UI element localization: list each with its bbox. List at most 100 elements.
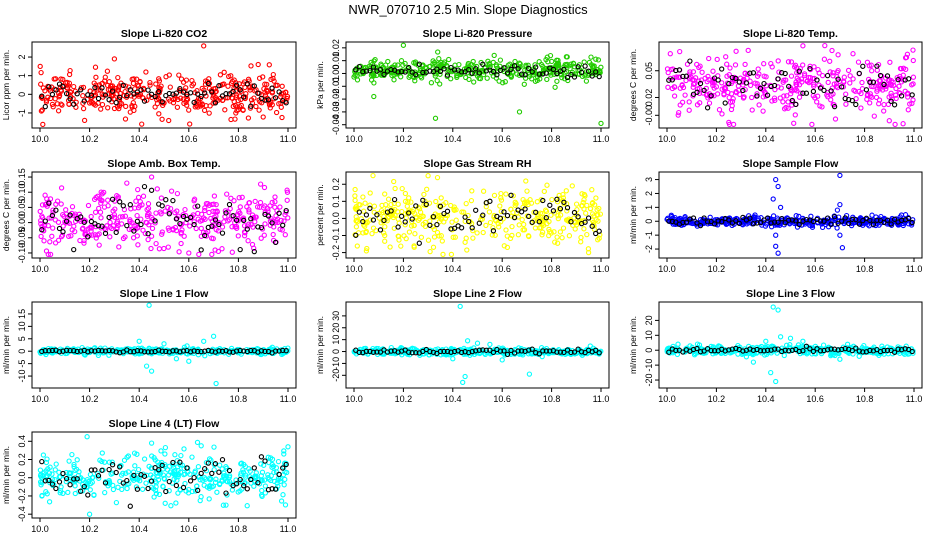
reference-point (568, 71, 574, 78)
data-point (716, 343, 722, 349)
data-point (816, 70, 822, 76)
data-point (368, 72, 375, 79)
data-point (170, 96, 177, 103)
data-point (233, 110, 239, 116)
data-point (500, 80, 506, 86)
reference-point (85, 492, 91, 498)
data-point (226, 479, 233, 485)
reference-point (669, 77, 675, 83)
data-point (696, 64, 702, 71)
reference-point (237, 476, 243, 483)
data-point (39, 213, 45, 219)
reference-point (388, 66, 394, 73)
data-point (248, 63, 254, 69)
data-point (214, 489, 220, 495)
data-point (278, 94, 284, 100)
data-point (664, 66, 671, 72)
reference-point (540, 197, 546, 204)
data-point (224, 191, 230, 197)
reference-point (891, 349, 898, 355)
data-point (180, 96, 187, 102)
data-point (800, 62, 806, 68)
data-point (905, 90, 911, 96)
reference-point (427, 68, 433, 74)
data-point (567, 65, 573, 72)
reference-point (78, 488, 84, 494)
data-point (541, 188, 547, 195)
data-point (52, 476, 58, 483)
data-point (463, 235, 469, 241)
data-point (866, 63, 872, 69)
data-point (285, 215, 291, 221)
reference-point (233, 217, 240, 223)
data-point (275, 458, 282, 465)
series-points (664, 42, 917, 128)
data-point (904, 51, 911, 57)
data-point (273, 109, 280, 116)
data-point (47, 239, 53, 245)
reference-point (839, 84, 845, 90)
data-point (532, 225, 539, 231)
reference-point (764, 347, 771, 353)
data-point (244, 503, 250, 509)
data-point (483, 222, 489, 229)
reference-point (526, 213, 532, 220)
data-point (818, 84, 825, 90)
reference-point (757, 85, 764, 92)
reference-point (402, 219, 408, 225)
plot-frame (658, 171, 923, 259)
data-point (503, 227, 509, 233)
y-tick-label: 0.02 (331, 39, 341, 57)
reference-point (212, 100, 219, 106)
data-point (796, 213, 802, 220)
data-point (89, 475, 95, 481)
data-point (144, 206, 150, 213)
data-point (470, 235, 476, 241)
data-point (730, 121, 737, 128)
data-point (40, 472, 46, 479)
data-point (822, 42, 828, 49)
data-point (783, 217, 790, 223)
data-point (430, 58, 436, 64)
data-point (46, 215, 52, 221)
reference-point (554, 349, 560, 355)
x-tick-label: 10.8 (230, 264, 248, 274)
reference-point (191, 474, 197, 481)
reference-point (831, 103, 838, 110)
reference-point (216, 469, 222, 475)
data-point (440, 251, 446, 258)
data-point (454, 74, 460, 81)
outlier-point (432, 115, 439, 121)
data-point (198, 225, 204, 232)
data-point (261, 477, 268, 483)
reference-point (451, 67, 458, 73)
data-point (775, 58, 781, 64)
reference-point (754, 220, 760, 226)
reference-point (237, 347, 243, 354)
data-point (192, 204, 198, 210)
x-tick-label: 10.8 (543, 264, 561, 274)
reference-point (109, 196, 116, 202)
reference-point (109, 88, 116, 94)
data-point (165, 472, 172, 478)
data-point (135, 194, 142, 201)
reference-point (262, 97, 268, 103)
y-tick-label: 0.01 (331, 52, 341, 70)
data-point (900, 121, 906, 127)
data-point (716, 107, 723, 113)
reference-point (416, 61, 422, 67)
data-point (412, 78, 418, 84)
data-point (686, 99, 692, 105)
outlier-point (136, 338, 142, 344)
data-point (80, 105, 87, 112)
data-point (203, 103, 209, 109)
reference-point (793, 218, 799, 224)
reference-point (497, 348, 504, 354)
reference-point (458, 225, 465, 231)
data-point (425, 237, 432, 243)
y-tick-label: 0.0 (17, 471, 27, 484)
reference-point (106, 97, 112, 103)
data-point (584, 231, 590, 238)
